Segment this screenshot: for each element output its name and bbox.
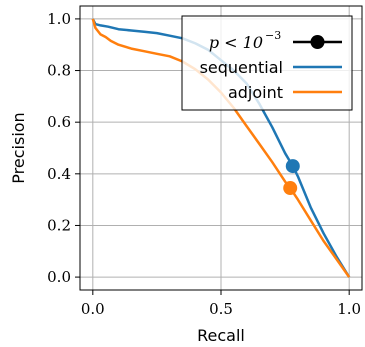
y-tick-label: 1.0 bbox=[47, 10, 71, 28]
y-tick-label: 0.6 bbox=[47, 113, 71, 131]
y-tick-label: 0.4 bbox=[47, 165, 71, 183]
legend: p < 10 −3 sequential adjoint bbox=[181, 15, 353, 111]
x-axis-label: Recall bbox=[197, 326, 245, 345]
x-tick-label: 0.0 bbox=[81, 300, 105, 318]
threshold-marker-adjoint bbox=[283, 181, 298, 196]
y-tick-label: 0.8 bbox=[47, 62, 71, 80]
y-axis-ticks: 0.0 0.2 0.4 0.6 0.8 1.0 bbox=[47, 10, 80, 286]
x-tick-label: 1.0 bbox=[337, 300, 361, 318]
legend-label-threshold-exponent: −3 bbox=[265, 29, 281, 42]
legend-label-sequential: sequential bbox=[200, 58, 283, 77]
legend-label-threshold: p < 10 bbox=[209, 33, 263, 52]
threshold-markers bbox=[283, 159, 300, 196]
threshold-marker-sequential bbox=[285, 159, 300, 174]
x-axis-ticks: 0.0 0.5 1.0 bbox=[81, 290, 361, 318]
y-tick-label: 0.0 bbox=[47, 268, 71, 286]
legend-label-adjoint: adjoint bbox=[228, 83, 283, 102]
legend-marker-dot bbox=[310, 35, 325, 49]
y-axis-label: Precision bbox=[9, 112, 28, 183]
legend-box bbox=[181, 15, 353, 111]
y-tick-label: 0.2 bbox=[47, 216, 71, 234]
x-tick-label: 0.5 bbox=[209, 300, 233, 318]
